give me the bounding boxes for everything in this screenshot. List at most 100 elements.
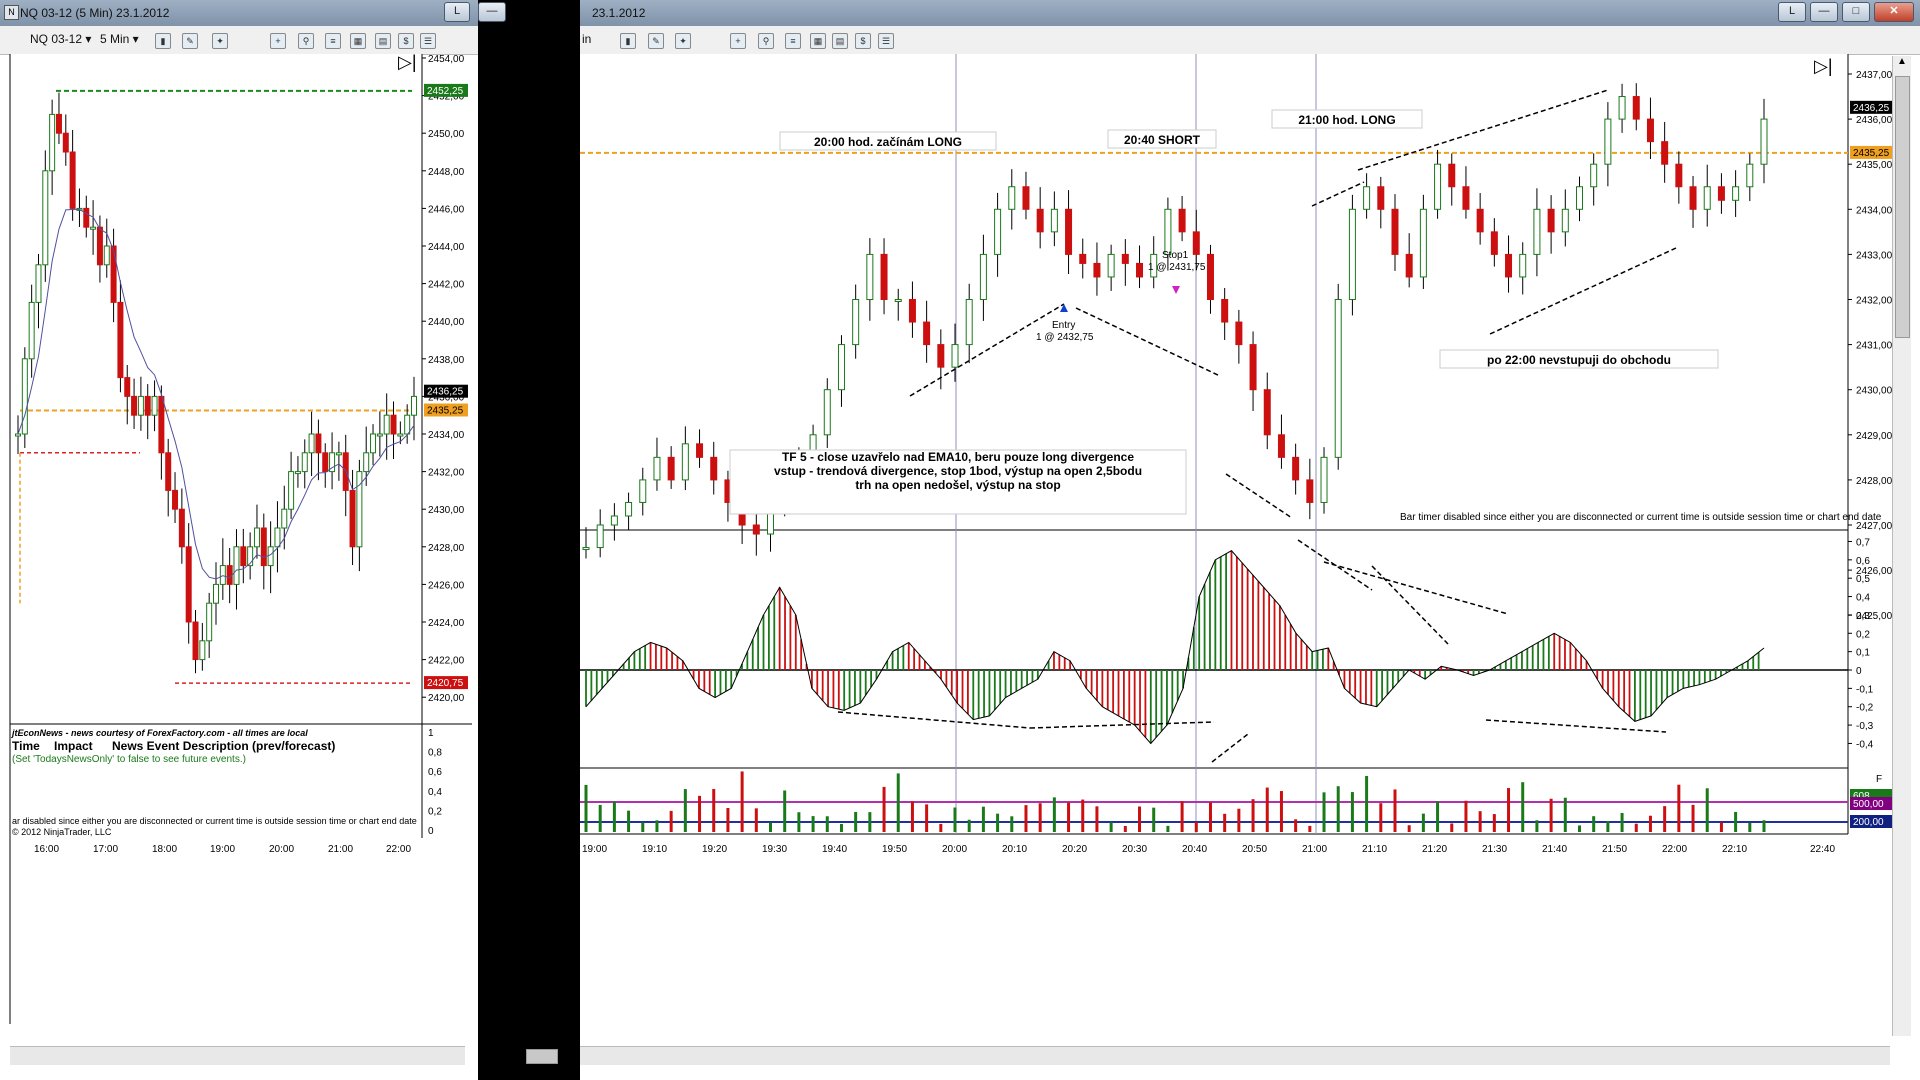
strategies-icon[interactable]: ▦ [350,33,366,49]
right-x-tick-label: 21:00 [1302,844,1327,855]
indicators-icon[interactable]: ≡ [785,33,801,49]
properties-icon[interactable]: ☰ [420,33,436,49]
osc-trendline [1485,719,1667,733]
left-x-tick-label: 20:00 [269,844,294,855]
right-candle [1405,253,1413,278]
left-horizontal-scrollbar[interactable] [10,1046,558,1065]
bar-type-icon[interactable]: ▮ [620,33,636,49]
right-candle [1646,118,1654,143]
price-trendline [1225,473,1293,519]
osc-tick-label: 0,5 [1856,574,1870,585]
left-bar-timer-note: ar disabled since either you are disconn… [12,816,417,826]
right-candle [1760,118,1768,165]
left-red-price-badge: 2420,75 [427,678,464,689]
news-header: jtEconNews - news courtesy of ForexFacto… [11,728,308,738]
right-close-button[interactable]: ✕ [1874,2,1914,22]
left-candle [288,471,295,510]
osc-line [585,550,1765,745]
left-candle [253,527,260,548]
crosshair-icon[interactable]: + [270,33,286,49]
right-x-tick-label: 19:30 [762,844,787,855]
left-candle [144,395,151,416]
left-price-chart[interactable]: 2454,00 2452,00 2450,00 2448,00 2446,00 2444,… [0,54,478,1080]
osc-trendline [837,711,1031,729]
pencil-icon[interactable]: ✎ [182,33,198,49]
instrument-selector[interactable]: NQ 03-12 ▾ [30,32,92,46]
left-title-bar[interactable]: N NQ 03-12 (5 Min) 23.1.2012 L — [0,0,506,27]
scroll-up-arrow-icon[interactable]: ▲ [1897,56,1907,67]
zoom-icon[interactable]: ⚲ [298,33,314,49]
right-candle [1618,96,1626,120]
right-price-chart[interactable]: 2437,00 2436,00 2435,00 2434,00 2433,00 2432,… [580,54,1920,1080]
right-candle [1419,208,1427,278]
drawing-tools-icon[interactable]: ✦ [675,33,691,49]
right-last-price-badge-bg [1850,100,1894,114]
osc-tick-label: -0,1 [1856,684,1874,695]
right-candle [1277,434,1285,458]
pencil-icon[interactable]: ✎ [648,33,664,49]
right-title-bar[interactable]: 23.1.2012 L — □ ✕ [580,0,1920,27]
right-x-tick-label: 21:40 [1542,844,1567,855]
right-maximize-button[interactable]: □ [1842,2,1870,22]
left-candle [172,489,179,510]
osc-tick-label: 0 [1856,666,1862,677]
volume-purple-badge: 500,00 [1853,799,1884,810]
left-candle [90,226,97,230]
interval-selector[interactable]: 5 Min ▾ [100,32,139,46]
right-x-tick-label: 19:10 [642,844,667,855]
right-candle [1150,253,1158,278]
left-window-title: NQ 03-12 (5 Min) 23.1.2012 [20,6,170,20]
news-col-time: Time [12,739,40,753]
left-chart-window: N NQ 03-12 (5 Min) 23.1.2012 L — NQ 03-1… [0,0,558,1080]
left-y-tick-label: 2432,00 [428,468,465,479]
crosshair-icon[interactable]: + [730,33,746,49]
right-vertical-scrollbar[interactable]: ▲ [1892,56,1911,1036]
chart-image-icon[interactable]: ▤ [832,33,848,49]
right-candle [1107,253,1115,278]
right-candle [1164,208,1172,255]
strategies-icon[interactable]: ▦ [810,33,826,49]
right-candle [979,253,987,300]
dollar-icon[interactable]: $ [398,33,414,49]
chart-image-icon[interactable]: ▤ [375,33,391,49]
right-candle [965,299,973,346]
left-candle [315,433,322,454]
right-candle [1604,118,1612,165]
zoom-icon[interactable]: ⚲ [758,33,774,49]
left-candle [83,207,90,228]
right-minimize-button[interactable]: — [1810,2,1838,22]
left-x-tick-label: 19:00 [210,844,235,855]
right-horizontal-scrollbar[interactable] [580,1046,1890,1065]
properties-icon[interactable]: ☰ [878,33,894,49]
right-x-tick-label: 20:20 [1062,844,1087,855]
right-vscroll-thumb[interactable] [1895,76,1910,338]
right-candle [596,524,604,549]
left-candle [103,245,110,266]
left-scroll-thumb[interactable] [526,1049,558,1064]
dollar-icon[interactable]: $ [855,33,871,49]
right-x-tick-label: 22:40 [1810,844,1835,855]
left-copyright: © 2012 NinjaTrader, LLC [12,827,112,837]
right-restore-l-button[interactable]: L [1778,2,1806,22]
left-toolbar: NQ 03-12 ▾ 5 Min ▾ ▮ ✎ ✦ + ⚲ ≡ ▦ ▤ $ ☰ [0,26,478,55]
right-candle [937,344,945,368]
left-minimize-button[interactable]: — [478,2,506,22]
right-candle [653,456,661,481]
right-candle [1703,186,1711,210]
right-candle [823,389,831,436]
left-candle [124,377,131,397]
right-candle [667,456,675,481]
left-candle [49,113,56,172]
left-candle [240,546,247,567]
bar-type-icon[interactable]: ▮ [155,33,171,49]
left-x-tick-label: 17:00 [93,844,118,855]
indicators-icon[interactable]: ≡ [325,33,341,49]
right-candle [1547,208,1555,233]
drawing-tools-icon[interactable]: ✦ [212,33,228,49]
entry-detail: 1 @ 2432,75 [1036,332,1094,343]
left-restore-l-button[interactable]: L [444,2,470,22]
right-candle [866,253,874,300]
left-candle [117,301,124,379]
right-candle [1462,186,1470,210]
left-candle [28,301,35,360]
